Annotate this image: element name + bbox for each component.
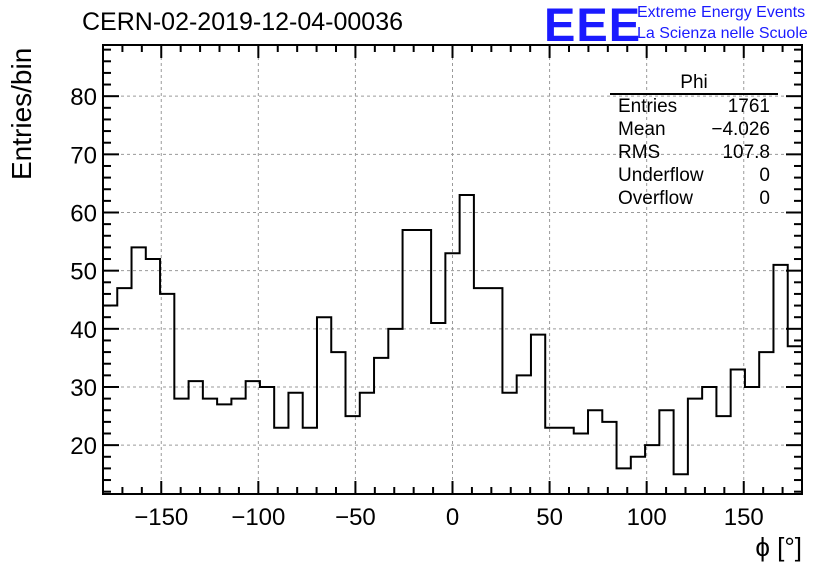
histogram-bin [474, 288, 488, 494]
histogram-bin [759, 352, 773, 494]
histogram-bin [260, 387, 274, 494]
logo-line-2: La Scienza nelle Scuole [637, 25, 808, 42]
y-tick-label: 30 [70, 375, 97, 402]
histogram-bin [288, 393, 302, 494]
histogram-bin [488, 288, 502, 494]
stats-box: Phi Entries 1761 Mean −4.026 RMS 107.8 U… [610, 72, 778, 210]
histogram-bin [231, 399, 245, 494]
stats-label: Overflow [618, 188, 693, 209]
histogram-bin [688, 399, 702, 494]
histogram-bin [716, 416, 730, 494]
histogram-bin [574, 434, 588, 494]
axis-tick-labels: −150 −100 −50 0 50 100 150 20 30 40 50 60 70 80 [70, 84, 763, 531]
stats-row-entries: Entries 1761 [610, 95, 778, 118]
y-tick-label: 80 [70, 84, 97, 111]
histogram-bin [702, 387, 716, 494]
histogram-series [103, 194, 802, 494]
axis-ticks [102, 45, 803, 494]
histogram-bin [617, 468, 631, 494]
histogram-bin [403, 230, 417, 494]
x-tick-label: 50 [536, 504, 563, 531]
stats-value: 107.8 [722, 142, 770, 163]
histogram-bin [146, 259, 160, 494]
stats-label: RMS [618, 142, 661, 163]
stats-row-underflow: Underflow 0 [610, 164, 778, 187]
histogram-bin [317, 317, 331, 494]
histogram-bin [417, 230, 431, 494]
histogram-bin [460, 195, 474, 494]
y-tick-label: 20 [70, 433, 97, 460]
histogram-bin [331, 352, 345, 494]
histogram-bin [659, 410, 673, 494]
histogram-bin [445, 253, 459, 494]
stats-row-rms: RMS 107.8 [610, 141, 778, 164]
histogram-bin [788, 346, 802, 494]
histogram-bin [559, 428, 573, 494]
stats-label: Underflow [618, 165, 704, 186]
stats-value: −4.026 [711, 119, 770, 140]
stats-title: Phi [610, 72, 778, 95]
y-tick-label: 70 [70, 142, 97, 169]
histogram-bin [531, 335, 545, 494]
histogram-bin [303, 428, 317, 494]
histogram-bin [431, 323, 445, 494]
x-axis-label: ϕ [°] [755, 532, 802, 562]
histogram-bin [588, 410, 602, 494]
histogram-bin [174, 399, 188, 494]
histogram-bin [731, 370, 745, 494]
histogram-bin [189, 381, 203, 494]
histogram-bin [502, 393, 516, 494]
stats-value: 0 [759, 188, 770, 209]
y-axis-label: Entries/bin [6, 47, 37, 180]
x-tick-label: −50 [335, 504, 376, 531]
y-tick-label: 40 [70, 317, 97, 344]
histogram-bin [745, 387, 759, 494]
plot-title: CERN-02-2019-12-04-00036 [82, 8, 404, 36]
stats-value: 0 [759, 165, 770, 186]
x-tick-label: 150 [724, 504, 764, 531]
histogram-bin [773, 265, 787, 494]
stats-label: Mean [618, 119, 666, 140]
stats-label: Entries [618, 96, 678, 117]
histogram-bin [203, 399, 217, 494]
y-tick-label: 60 [70, 201, 97, 228]
histogram-outline [103, 194, 802, 476]
x-tick-label: −100 [231, 504, 285, 531]
x-tick-label: 100 [627, 504, 667, 531]
stats-value: 1761 [727, 96, 770, 117]
histogram-bin [117, 288, 131, 494]
x-tick-label: −150 [134, 504, 188, 531]
x-tick-label: 0 [446, 504, 459, 531]
histogram-bin [217, 404, 231, 494]
histogram-bin [374, 358, 388, 494]
stats-row-overflow: Overflow 0 [610, 187, 778, 210]
stats-row-mean: Mean −4.026 [610, 118, 778, 141]
histogram-bin [274, 428, 288, 494]
histogram-bin [360, 393, 374, 494]
logo-line-1: Extreme Energy Events [637, 4, 806, 21]
y-tick-label: 50 [70, 259, 97, 286]
histogram-bin [602, 422, 616, 494]
histogram-bin [631, 457, 645, 494]
histogram-bin [103, 306, 117, 494]
grid-lines [103, 45, 802, 494]
histogram-bin [517, 375, 531, 494]
histogram-bin [388, 329, 402, 494]
histogram-bin [246, 381, 260, 494]
histogram-bin [132, 247, 146, 494]
histogram-bin [545, 428, 559, 494]
histogram-bin [346, 416, 360, 494]
eee-logo: EEE [544, 0, 642, 51]
histogram-bin [160, 294, 174, 494]
